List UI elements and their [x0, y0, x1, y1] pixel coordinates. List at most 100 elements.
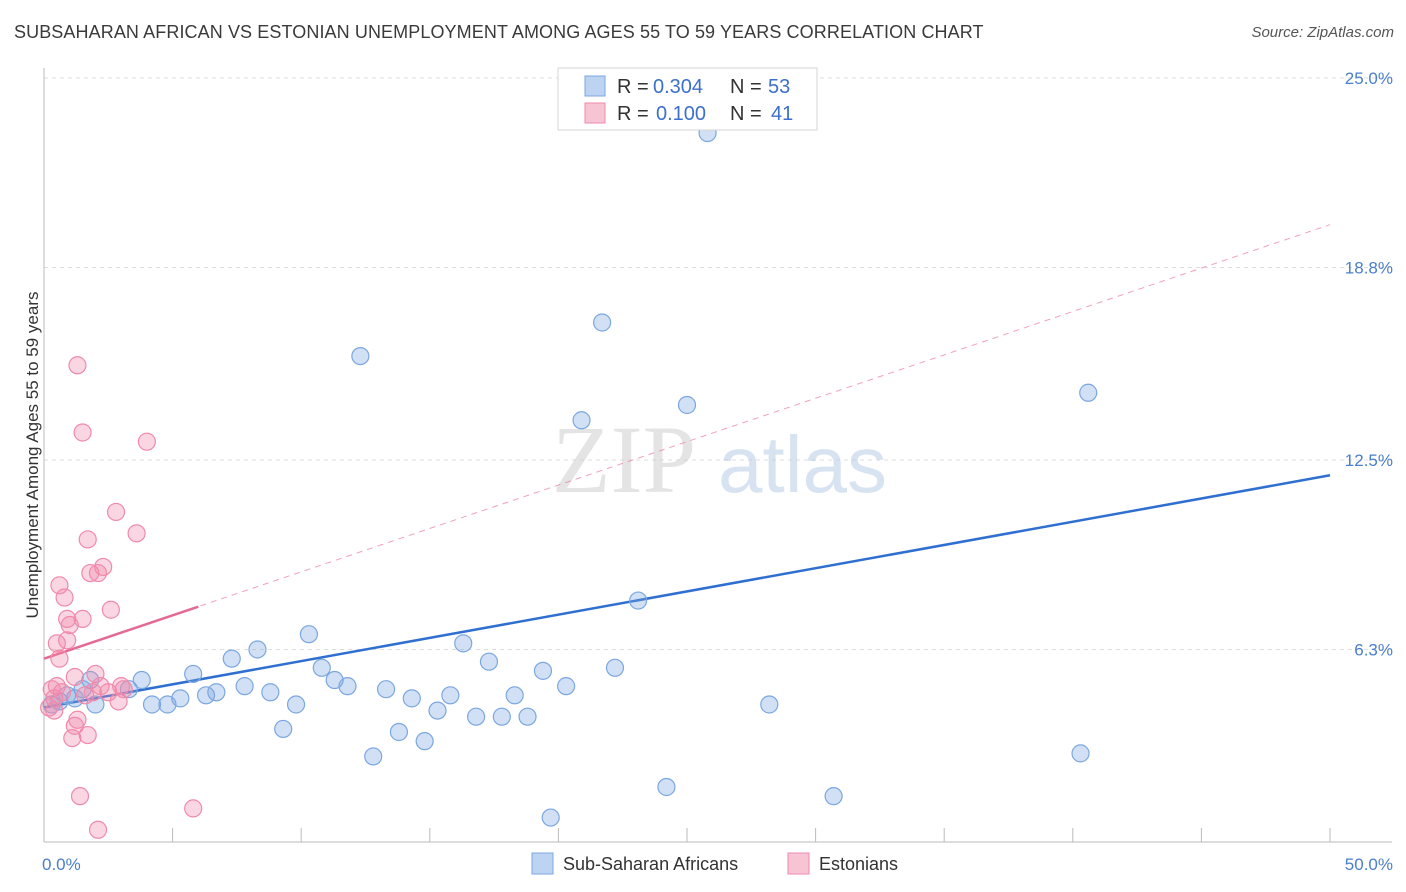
- sub-saharan-point-47: [677, 395, 697, 415]
- trend-sub-saharan-africans: [43, 474, 1331, 709]
- sub-saharan-point-50: [824, 787, 843, 806]
- sub-saharan-point-16: [235, 677, 254, 696]
- legend-swatch-sub-saharan: [531, 852, 554, 875]
- x-tick-label-0: 0.0%: [42, 855, 81, 874]
- legend-r-label-1: R =: [617, 76, 649, 98]
- sub-saharan-point-38: [518, 707, 537, 726]
- y-tick-label-0: 6.3%: [1354, 640, 1393, 659]
- trend-lines: [43, 224, 1331, 709]
- series-estonians: [40, 111, 599, 839]
- y-tick-label-1: 12.5%: [1345, 451, 1393, 470]
- source-label: Source: ZipAtlas.com: [1251, 24, 1394, 41]
- sub-saharan-point-24: [338, 677, 357, 696]
- sub-saharan-point-17: [248, 640, 267, 659]
- sub-saharan-point-37: [505, 686, 524, 705]
- estonian-point-3: [47, 634, 66, 653]
- sub-saharan-point-14: [207, 683, 226, 702]
- sub-saharan-point-13: [196, 686, 216, 705]
- sub-saharan-point-15: [222, 649, 241, 668]
- sub-saharan-point-44: [605, 658, 625, 677]
- estonian-point-31: [106, 502, 126, 522]
- sub-saharan-point-11: [171, 689, 190, 708]
- sub-saharan-point-32: [441, 686, 460, 705]
- estonian-point-37: [184, 799, 203, 818]
- y-axis-label: Unemployment Among Ages 55 to 59 years: [23, 292, 42, 619]
- sub-saharan-point-28: [389, 722, 409, 742]
- sub-saharan-point-42: [572, 411, 591, 430]
- legend-n-label-1: N =: [730, 76, 762, 98]
- estonian-point-0: [40, 698, 59, 717]
- legend-label-sub-saharan: Sub-Saharan Africans: [563, 854, 738, 874]
- watermark-atlas: atlas: [718, 420, 887, 509]
- estonian-point-18: [73, 609, 92, 629]
- legend-swatch-blue: [584, 75, 606, 97]
- estonian-point-21: [78, 725, 97, 745]
- legend-r-value-2: 0.100: [656, 103, 706, 125]
- sub-saharan-point-46: [657, 777, 676, 797]
- estonian-point-13: [65, 667, 84, 687]
- sub-saharan-point-51: [1071, 744, 1090, 763]
- sub-saharan-point-34: [466, 707, 486, 726]
- sub-saharan-point-33: [454, 634, 473, 653]
- series-legend: Sub-Saharan Africans Estonians: [531, 852, 898, 875]
- y-tick-label-3: 25.0%: [1345, 69, 1393, 88]
- chart-title: SUBSAHARAN AFRICAN VS ESTONIAN UNEMPLOYM…: [14, 22, 984, 42]
- sub-saharan-point-27: [376, 680, 396, 699]
- sub-saharan-point-31: [428, 701, 447, 720]
- y-tick-label-2: 18.8%: [1345, 258, 1393, 277]
- estonian-point-30: [101, 600, 120, 619]
- estonian-point-26: [88, 820, 108, 839]
- legend-n-value-2: 41: [771, 103, 793, 125]
- sub-saharan-point-29: [402, 689, 421, 708]
- trend-estonians: [43, 605, 199, 660]
- sub-saharan-point-22: [312, 658, 331, 677]
- sub-saharan-point-9: [142, 695, 162, 714]
- estonian-point-35: [127, 524, 146, 543]
- estonian-point-33: [112, 677, 131, 696]
- sub-saharan-point-8: [132, 670, 151, 690]
- sub-saharan-point-19: [274, 719, 293, 739]
- legend-n-value-1: 53: [768, 76, 790, 98]
- sub-saharan-point-39: [533, 661, 553, 680]
- sub-saharan-point-52: [1079, 383, 1098, 402]
- estonian-point-15: [68, 356, 87, 375]
- sub-saharan-point-36: [492, 707, 511, 726]
- sub-saharan-point-45: [629, 591, 648, 610]
- y-tick-labels: 6.3% 12.5% 18.8% 25.0%: [1345, 69, 1393, 659]
- x-tick-label-1: 50.0%: [1345, 855, 1393, 874]
- legend-r-value-1: 0.304: [653, 76, 703, 98]
- sub-saharan-point-49: [760, 695, 779, 714]
- watermark-zip: ZIP: [552, 406, 696, 513]
- estonian-point-36: [137, 432, 156, 451]
- estonian-point-28: [94, 557, 113, 577]
- estonian-point-9: [58, 631, 77, 650]
- legend-label-estonians: Estonians: [819, 854, 898, 874]
- sub-saharan-point-40: [541, 808, 560, 827]
- sub-saharan-point-20: [286, 695, 306, 714]
- trend-estonians-extended: [43, 224, 1331, 660]
- sub-saharan-point-25: [351, 346, 370, 366]
- sub-saharan-point-12: [184, 664, 203, 684]
- legend-r-label-2: R =: [617, 103, 649, 125]
- legend-swatch-pink: [584, 102, 606, 124]
- sub-saharan-point-21: [299, 625, 319, 644]
- estonian-point-20: [78, 530, 97, 549]
- estonian-point-16: [70, 787, 90, 806]
- correlation-legend: R = 0.304 N = 53 R = 0.100 N = 41: [557, 67, 818, 131]
- sub-saharan-point-18: [261, 683, 280, 702]
- estonian-point-39: [45, 701, 64, 720]
- sub-saharan-point-30: [415, 732, 434, 751]
- x-tick-labels: 0.0% 50.0%: [42, 855, 1393, 874]
- sub-saharan-point-35: [479, 652, 499, 671]
- estonian-point-34: [114, 680, 133, 699]
- legend-swatch-estonians: [787, 852, 810, 875]
- sub-saharan-point-26: [364, 747, 383, 766]
- estonian-point-7: [55, 588, 74, 607]
- sub-saharan-point-43: [593, 313, 612, 332]
- legend-n-label-2: N =: [730, 103, 762, 125]
- estonian-point-40: [47, 677, 66, 696]
- sub-saharan-point-41: [557, 677, 576, 696]
- x-axis-ticks: [43, 828, 1331, 842]
- gridlines: [44, 77, 1392, 650]
